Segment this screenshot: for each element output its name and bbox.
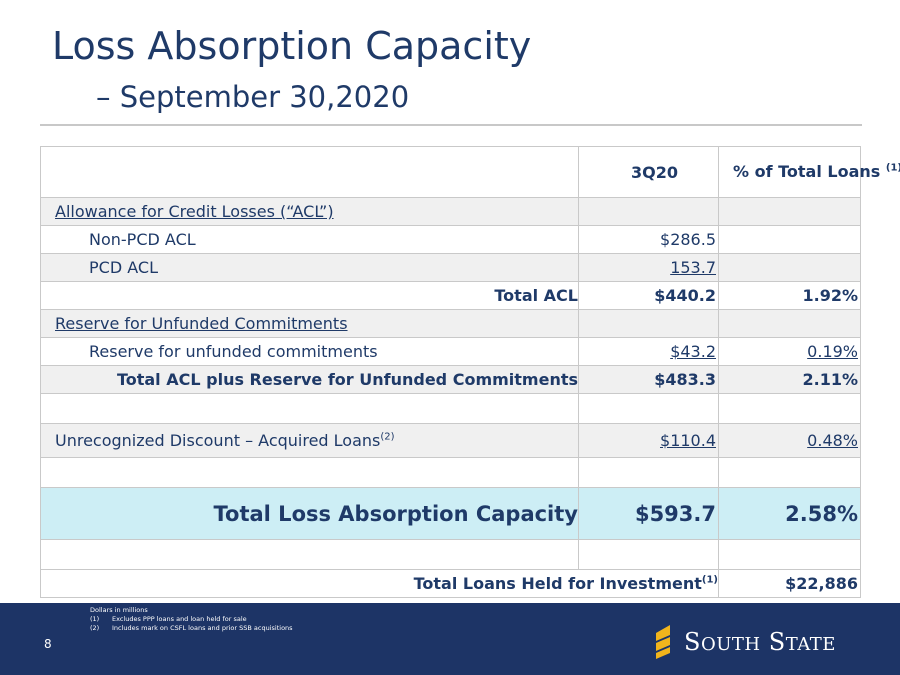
table-spacer-row	[40, 457, 861, 488]
south-state-logo: SOUTH STATE	[650, 623, 836, 661]
discount-footnote: (2)	[380, 431, 395, 443]
pcd-acl-value-text: 153.7	[670, 258, 716, 277]
non-pcd-acl-value: $286.5	[578, 225, 719, 254]
header-pct-total-loans: % of Total Loans (1)	[718, 146, 900, 198]
footnote-1-text: Excludes PPP loans and loan held for sal…	[112, 615, 247, 623]
footer-band: 8 Dollars in millions (1) Excludes PPP l…	[0, 603, 900, 675]
header-pct-footnote: (1)	[885, 162, 900, 174]
table-row: Reserve for unfunded commitments $43.2 0…	[40, 337, 861, 366]
table-row: Non-PCD ACL $286.5	[40, 225, 861, 254]
table-row: Reserve for Unfunded Commitments	[40, 309, 861, 338]
capacity-label: Total Loss Absorption Capacity	[40, 487, 579, 540]
loans-hfi-label: Total Loans Held for Investment(1)	[40, 569, 719, 598]
loss-absorption-table: 3Q20 % of Total Loans (1) Allowance for …	[40, 146, 900, 598]
table-spacer-row	[40, 393, 861, 424]
table-row: Allowance for Credit Losses (“ACL”)	[40, 197, 861, 226]
logo-letter-s2: S	[768, 628, 786, 656]
loans-hfi-footnote: (1)	[701, 574, 718, 586]
discount-value-text: $110.4	[660, 431, 716, 450]
total-plus-reserve-label: Total ACL plus Reserve for Unfunded Comm…	[40, 365, 579, 394]
reserve-value-text: $43.2	[670, 342, 716, 361]
header-3q20: 3Q20	[578, 146, 719, 198]
loans-hfi-value: $22,886	[718, 569, 861, 598]
pcd-acl-label: PCD ACL	[40, 253, 579, 282]
discount-label: Unrecognized Discount – Acquired Loans(2…	[40, 423, 579, 458]
acl-heading: Allowance for Credit Losses (“ACL”)	[40, 197, 579, 226]
footnote-2-mark: (2)	[90, 624, 100, 632]
table-spacer-row	[40, 539, 861, 570]
non-pcd-acl-label: Non-PCD ACL	[40, 225, 579, 254]
reserve-heading: Reserve for Unfunded Commitments	[40, 309, 579, 338]
total-plus-reserve-pct: 2.11%	[718, 365, 861, 394]
logo-word-outh: OUTH	[700, 634, 761, 655]
total-plus-reserve-value: $483.3	[578, 365, 719, 394]
footnote-units: Dollars in millions	[90, 606, 148, 614]
footnotes: Dollars in millions (1) Excludes PPP loa…	[90, 606, 293, 633]
loans-hfi-label-text: Total Loans Held for Investment	[413, 574, 702, 593]
reserve-pct: 0.19%	[718, 337, 861, 366]
table-row: Total Loans Held for Investment(1) $22,8…	[40, 569, 861, 598]
capacity-value: $593.7	[578, 487, 719, 540]
footnote-2-text: Includes mark on CSFL loans and prior SS…	[112, 624, 293, 632]
logo-word-tate: TATE	[785, 634, 836, 655]
title-divider	[40, 124, 862, 126]
reserve-pct-text: 0.19%	[807, 342, 858, 361]
pcd-acl-value: 153.7	[578, 253, 719, 282]
discount-label-text: Unrecognized Discount – Acquired Loans	[55, 431, 381, 450]
header-blank-cell	[40, 146, 579, 198]
page-number: 8	[44, 637, 52, 651]
total-acl-value: $440.2	[578, 281, 719, 310]
capacity-pct: 2.58%	[718, 487, 861, 540]
footnote-1-mark: (1)	[90, 615, 100, 623]
total-acl-pct: 1.92%	[718, 281, 861, 310]
total-acl-label: Total ACL	[40, 281, 579, 310]
slide-subtitle: – September 30,2020	[96, 80, 410, 114]
table-header-row: 3Q20 % of Total Loans (1)	[40, 146, 900, 198]
discount-pct-text: 0.48%	[807, 431, 858, 450]
table-row: Unrecognized Discount – Acquired Loans(2…	[40, 423, 861, 458]
table-row: Total ACL $440.2 1.92%	[40, 281, 861, 310]
slide-title: Loss Absorption Capacity	[52, 24, 532, 68]
logo-wordmark: SOUTH STATE	[684, 628, 836, 656]
table-row: PCD ACL 153.7	[40, 253, 861, 282]
discount-value: $110.4	[578, 423, 719, 458]
header-pct-label: % of Total Loans	[733, 162, 881, 181]
acl-heading-text: Allowance for Credit Losses (“ACL”)	[55, 202, 334, 221]
table-row: Total ACL plus Reserve for Unfunded Comm…	[40, 365, 861, 394]
reserve-label: Reserve for unfunded commitments	[40, 337, 579, 366]
logo-letter-s1: S	[684, 628, 701, 656]
footnote-2: (2) Includes mark on CSFL loans and prio…	[90, 624, 293, 633]
table-row-highlight: Total Loss Absorption Capacity $593.7 2.…	[40, 487, 861, 540]
south-state-mark-icon	[656, 625, 670, 659]
discount-pct: 0.48%	[718, 423, 861, 458]
reserve-value: $43.2	[578, 337, 719, 366]
footnote-1: (1) Excludes PPP loans and loan held for…	[90, 615, 293, 624]
reserve-heading-text: Reserve for Unfunded Commitments	[55, 314, 348, 333]
